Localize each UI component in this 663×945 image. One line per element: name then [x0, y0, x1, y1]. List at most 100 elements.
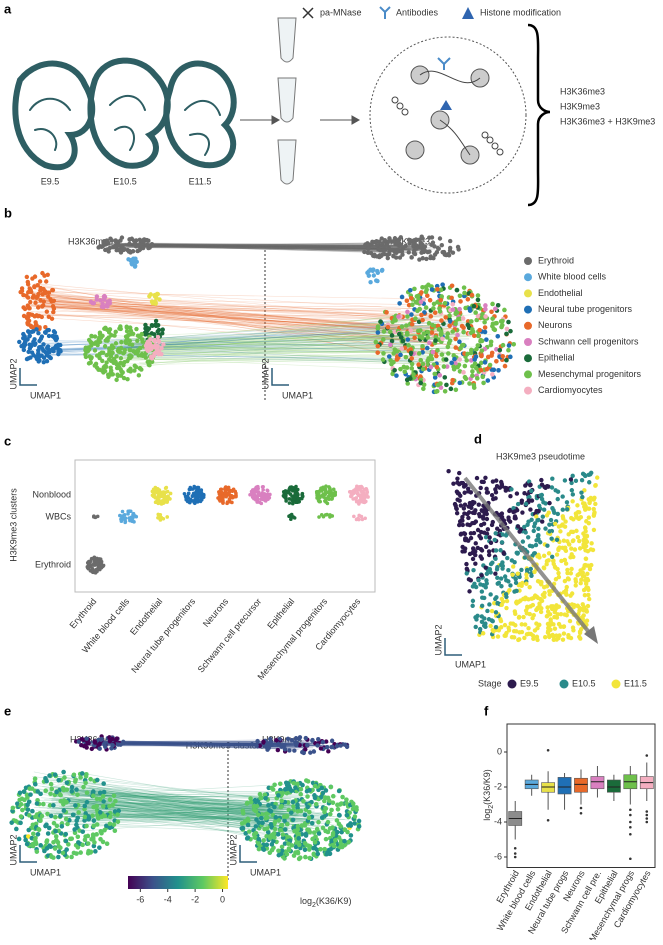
- cell-dot: [585, 619, 589, 623]
- cell-dot: [409, 296, 414, 301]
- cell-dot: [233, 495, 237, 499]
- cell-dot: [42, 360, 46, 364]
- axis-label: UMAP1: [30, 867, 61, 877]
- tubes: [278, 18, 296, 184]
- cell-dot: [195, 499, 199, 503]
- cell-dot: [453, 322, 458, 327]
- cell-dot: [42, 299, 46, 303]
- axis-title: log2(K36/K9): [482, 769, 495, 820]
- cell-dot: [316, 820, 321, 825]
- cell-dot: [348, 823, 353, 828]
- cell-dot: [420, 344, 425, 349]
- cell-dot: [266, 493, 270, 497]
- cell-dot: [287, 514, 291, 518]
- cell-dot: [45, 846, 50, 851]
- cell-dot: [91, 794, 96, 799]
- cell-dot: [515, 491, 519, 495]
- cell-dot: [456, 491, 460, 495]
- cell-dot: [241, 811, 246, 816]
- embryos: [15, 61, 233, 168]
- cell-dot: [128, 353, 132, 357]
- cell-dot: [105, 240, 109, 244]
- legend-text: E9.5: [520, 678, 539, 688]
- cell-dot: [92, 840, 97, 845]
- cell-dot: [48, 297, 52, 301]
- cell-dot: [480, 620, 484, 624]
- cell-dot: [361, 518, 365, 522]
- cell-dot: [110, 346, 114, 350]
- cell-dot: [30, 330, 34, 334]
- cell-dot: [128, 325, 132, 329]
- cell-dot: [85, 790, 90, 795]
- cell-dot: [86, 566, 90, 570]
- cell-dot: [467, 577, 471, 581]
- cell-dot: [471, 568, 475, 572]
- cell-dot: [586, 593, 590, 597]
- cell-dot: [276, 848, 281, 853]
- cell-dot: [372, 273, 376, 277]
- cell-dot: [503, 574, 507, 578]
- cell-dot: [569, 546, 573, 550]
- cell-dot: [424, 305, 429, 310]
- cell-dot: [409, 255, 413, 259]
- cell-dot: [483, 307, 488, 312]
- cell-dot: [369, 242, 373, 246]
- cell-dot: [545, 543, 549, 547]
- cell-dot: [65, 780, 70, 785]
- cell-dot: [88, 777, 93, 782]
- cell-dot: [427, 341, 432, 346]
- cell-dot: [265, 497, 269, 501]
- label-part: (K36/K9): [316, 896, 352, 906]
- cell-dot: [276, 853, 281, 858]
- cell-dot: [381, 351, 386, 356]
- cell-dot: [80, 737, 84, 741]
- cell-dot: [579, 578, 583, 582]
- cell-dot: [560, 494, 564, 498]
- cell-dot: [490, 316, 495, 321]
- cell-dot: [418, 381, 423, 386]
- cell-dot: [531, 603, 535, 607]
- cell-dot: [504, 332, 509, 337]
- cell-dot: [313, 840, 318, 845]
- cell-dot: [449, 387, 454, 392]
- cell-dot: [295, 827, 300, 832]
- cell-dot: [455, 288, 460, 293]
- cell-dot: [296, 850, 301, 855]
- cell-dot: [470, 373, 475, 378]
- cell-dot: [520, 510, 524, 514]
- cell-dot: [291, 502, 295, 506]
- cell-dot: [86, 841, 91, 846]
- cell-dot: [303, 813, 308, 818]
- cell-dot: [511, 342, 516, 347]
- cell-dot: [281, 832, 286, 837]
- cell-dot: [135, 339, 139, 343]
- cell-dot: [261, 485, 265, 489]
- cell-dot: [440, 352, 445, 357]
- cell-dot: [494, 490, 498, 494]
- cell-dot: [49, 814, 54, 819]
- cell-dot: [374, 340, 379, 345]
- x-tick-label: Neural tube progenitors: [129, 596, 197, 675]
- cell-dot: [482, 596, 486, 600]
- cell-dot: [500, 354, 505, 359]
- cell-dot: [87, 338, 91, 342]
- cell-dot: [94, 362, 98, 366]
- cell-dot: [367, 274, 371, 278]
- cell-dot: [571, 538, 575, 542]
- cell-dot: [118, 361, 122, 365]
- cell-dot: [264, 816, 269, 821]
- outlier: [514, 847, 517, 850]
- cell-dot: [11, 806, 16, 811]
- cell-dot: [291, 818, 296, 823]
- cell-dot: [565, 500, 569, 504]
- cell-dot: [58, 845, 63, 850]
- cell-dot: [554, 633, 558, 637]
- cell-dot: [337, 813, 342, 818]
- cell-dot: [154, 296, 158, 300]
- cell-dot: [437, 373, 442, 378]
- cell-dot: [245, 801, 250, 806]
- cell-dot: [289, 788, 294, 793]
- cell-dot: [556, 571, 560, 575]
- cell-dot: [252, 808, 257, 813]
- cell-dot: [471, 500, 475, 504]
